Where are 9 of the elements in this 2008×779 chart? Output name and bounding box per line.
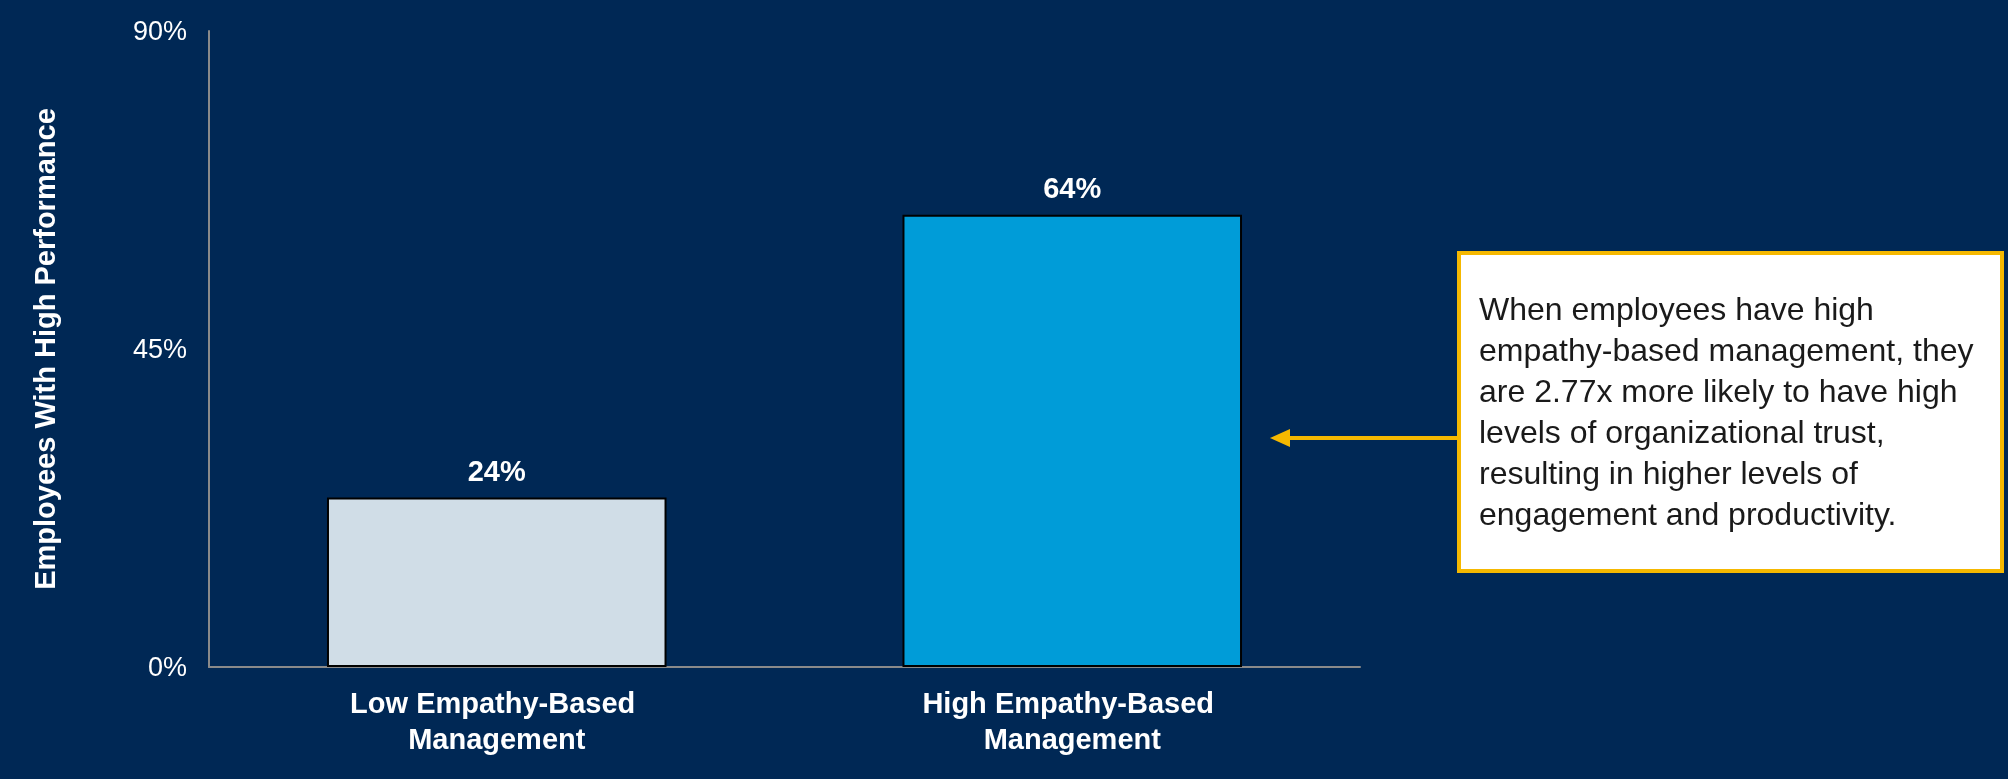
data-label: 24% [467, 454, 526, 487]
y-tick-label: 0% [147, 652, 187, 682]
y-tick-label: 90% [132, 16, 187, 46]
y-axis-title: Employees With High Performance [28, 108, 61, 590]
x-tick-label: High Empathy-Based Management [922, 687, 1223, 755]
y-tick-label: 45% [132, 334, 187, 364]
data-label: 64% [1043, 172, 1102, 205]
x-tick-label: Low Empathy-Based Management [350, 687, 644, 755]
text: When employees have high empathy-based management, they are 2.77x more likely to have high levels of organizational trust, resulting in higher levels of engagement and productivity. [1457, 251, 2004, 573]
